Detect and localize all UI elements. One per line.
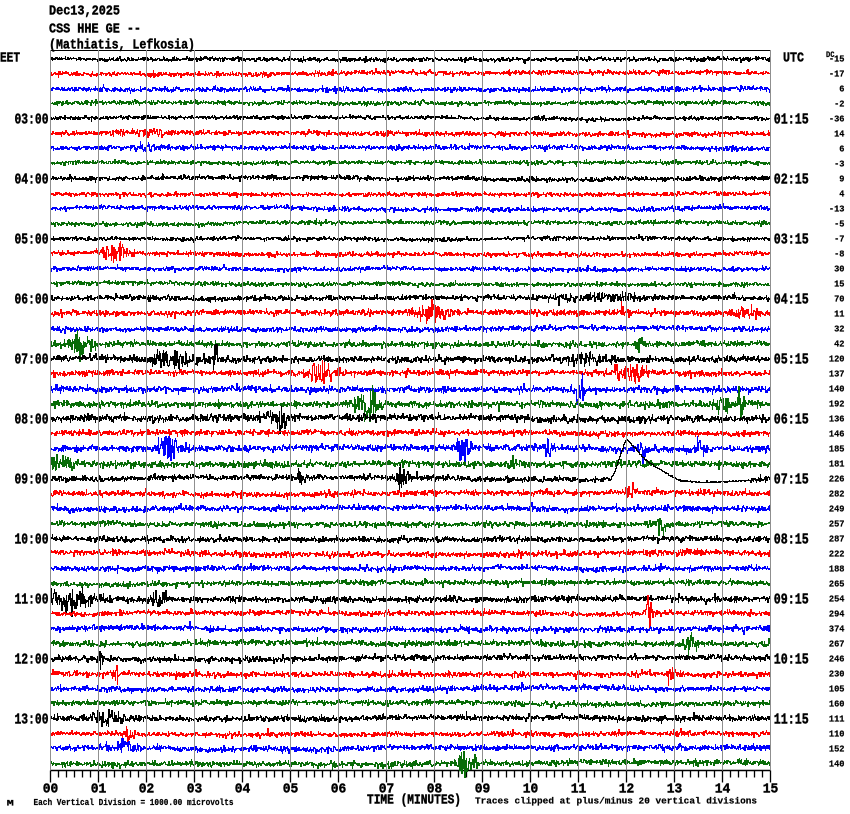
svg-text:04:15: 04:15 <box>774 293 809 309</box>
svg-text:UTC: UTC <box>783 51 804 67</box>
svg-text:185: 185 <box>829 444 845 454</box>
svg-text:42: 42 <box>834 339 844 349</box>
svg-text:152: 152 <box>829 744 845 754</box>
svg-text:09:15: 09:15 <box>774 593 809 609</box>
svg-text:10:00: 10:00 <box>15 533 49 549</box>
svg-text:03:00: 03:00 <box>15 113 49 129</box>
svg-text:05:15: 05:15 <box>774 353 809 369</box>
svg-text:05:00: 05:00 <box>15 233 49 249</box>
svg-text:03:15: 03:15 <box>774 233 809 249</box>
svg-text:32: 32 <box>834 324 844 334</box>
svg-text:10: 10 <box>523 782 539 798</box>
svg-text:06: 06 <box>331 782 347 798</box>
svg-text:110: 110 <box>829 729 845 739</box>
svg-text:TIME (MINUTES): TIME (MINUTES) <box>367 793 461 808</box>
svg-text:04:00: 04:00 <box>15 173 49 189</box>
svg-text:00: 00 <box>43 782 59 798</box>
svg-text:Each Vertical Division = 1000.: Each Vertical Division = 1000.00 microvo… <box>34 797 234 808</box>
svg-text:15: 15 <box>763 782 779 798</box>
svg-text:10:15: 10:15 <box>774 653 809 669</box>
svg-text:09: 09 <box>475 782 491 798</box>
svg-text:14: 14 <box>715 782 731 798</box>
svg-text:192: 192 <box>829 399 845 409</box>
svg-text:02:15: 02:15 <box>774 173 809 189</box>
svg-text:287: 287 <box>829 534 845 544</box>
svg-text:06:00: 06:00 <box>15 293 49 309</box>
svg-text:01: 01 <box>91 782 107 798</box>
svg-text:249: 249 <box>829 504 845 514</box>
svg-text:105: 105 <box>829 684 845 694</box>
svg-text:-8: -8 <box>834 249 844 259</box>
svg-text:140: 140 <box>829 384 845 394</box>
svg-text:30: 30 <box>834 264 844 274</box>
svg-text:188: 188 <box>829 564 845 574</box>
svg-text:6: 6 <box>839 144 844 154</box>
svg-text:12:00: 12:00 <box>15 653 49 669</box>
svg-text:01:15: 01:15 <box>774 113 809 129</box>
svg-text:294: 294 <box>829 609 845 619</box>
svg-text:11:15: 11:15 <box>774 713 809 729</box>
svg-text:111: 111 <box>829 714 845 724</box>
svg-text:136: 136 <box>829 414 845 424</box>
svg-text:07: 07 <box>379 782 395 798</box>
svg-text:-2: -2 <box>834 99 844 109</box>
svg-text:257: 257 <box>829 519 845 529</box>
svg-text:13:00: 13:00 <box>15 713 49 729</box>
svg-text:-15: -15 <box>829 54 845 64</box>
svg-text:-13: -13 <box>829 204 845 214</box>
svg-text:120: 120 <box>829 354 845 364</box>
svg-text:146: 146 <box>829 429 845 439</box>
svg-text:6: 6 <box>839 84 844 94</box>
svg-text:DC: DC <box>826 51 835 60</box>
svg-text:05: 05 <box>283 782 299 798</box>
svg-text:Dec13,2025: Dec13,2025 <box>49 4 120 20</box>
svg-text:137: 137 <box>829 369 845 379</box>
svg-text:222: 222 <box>829 549 845 559</box>
svg-text:-7: -7 <box>834 234 844 244</box>
svg-text:230: 230 <box>829 669 845 679</box>
svg-text:11: 11 <box>834 309 845 319</box>
svg-text:07:15: 07:15 <box>774 473 809 489</box>
svg-text:4: 4 <box>839 189 845 199</box>
svg-text:9: 9 <box>839 174 844 184</box>
svg-text:265: 265 <box>829 579 845 589</box>
svg-text:(Mathiatis, Lefkosia): (Mathiatis, Lefkosia) <box>49 38 195 54</box>
svg-text:181: 181 <box>829 459 845 469</box>
svg-text:08: 08 <box>427 782 443 798</box>
svg-text:246: 246 <box>829 654 845 664</box>
svg-text:-17: -17 <box>829 69 845 79</box>
svg-text:08:15: 08:15 <box>774 533 809 549</box>
svg-text:267: 267 <box>829 639 845 649</box>
svg-text:11: 11 <box>571 782 587 798</box>
svg-text:254: 254 <box>829 594 845 604</box>
svg-text:CSS HHE GE --: CSS HHE GE -- <box>49 22 141 38</box>
svg-text:07:00: 07:00 <box>15 353 49 369</box>
svg-text:374: 374 <box>829 624 845 634</box>
svg-text:08:00: 08:00 <box>15 413 49 429</box>
svg-text:15: 15 <box>834 279 844 289</box>
svg-text:140: 140 <box>829 759 845 769</box>
svg-text:160: 160 <box>829 699 845 709</box>
svg-text:14: 14 <box>834 129 845 139</box>
svg-text:70: 70 <box>834 294 844 304</box>
svg-text:06:15: 06:15 <box>774 413 809 429</box>
svg-text:04: 04 <box>235 782 251 798</box>
svg-text:03: 03 <box>187 782 203 798</box>
svg-text:13: 13 <box>667 782 683 798</box>
svg-text:-5: -5 <box>834 219 844 229</box>
svg-text:Traces clipped at plus/minus 2: Traces clipped at plus/minus 20 vertical… <box>475 796 757 807</box>
svg-text:09:00: 09:00 <box>15 473 49 489</box>
svg-text:-36: -36 <box>829 114 845 124</box>
svg-text:226: 226 <box>829 474 845 484</box>
svg-text:M: M <box>7 798 14 808</box>
svg-text:02: 02 <box>139 782 155 798</box>
svg-text:EET: EET <box>0 51 20 67</box>
svg-text:-3: -3 <box>834 159 844 169</box>
svg-text:11:00: 11:00 <box>15 593 49 609</box>
svg-text:282: 282 <box>829 489 845 499</box>
svg-text:12: 12 <box>619 782 635 798</box>
